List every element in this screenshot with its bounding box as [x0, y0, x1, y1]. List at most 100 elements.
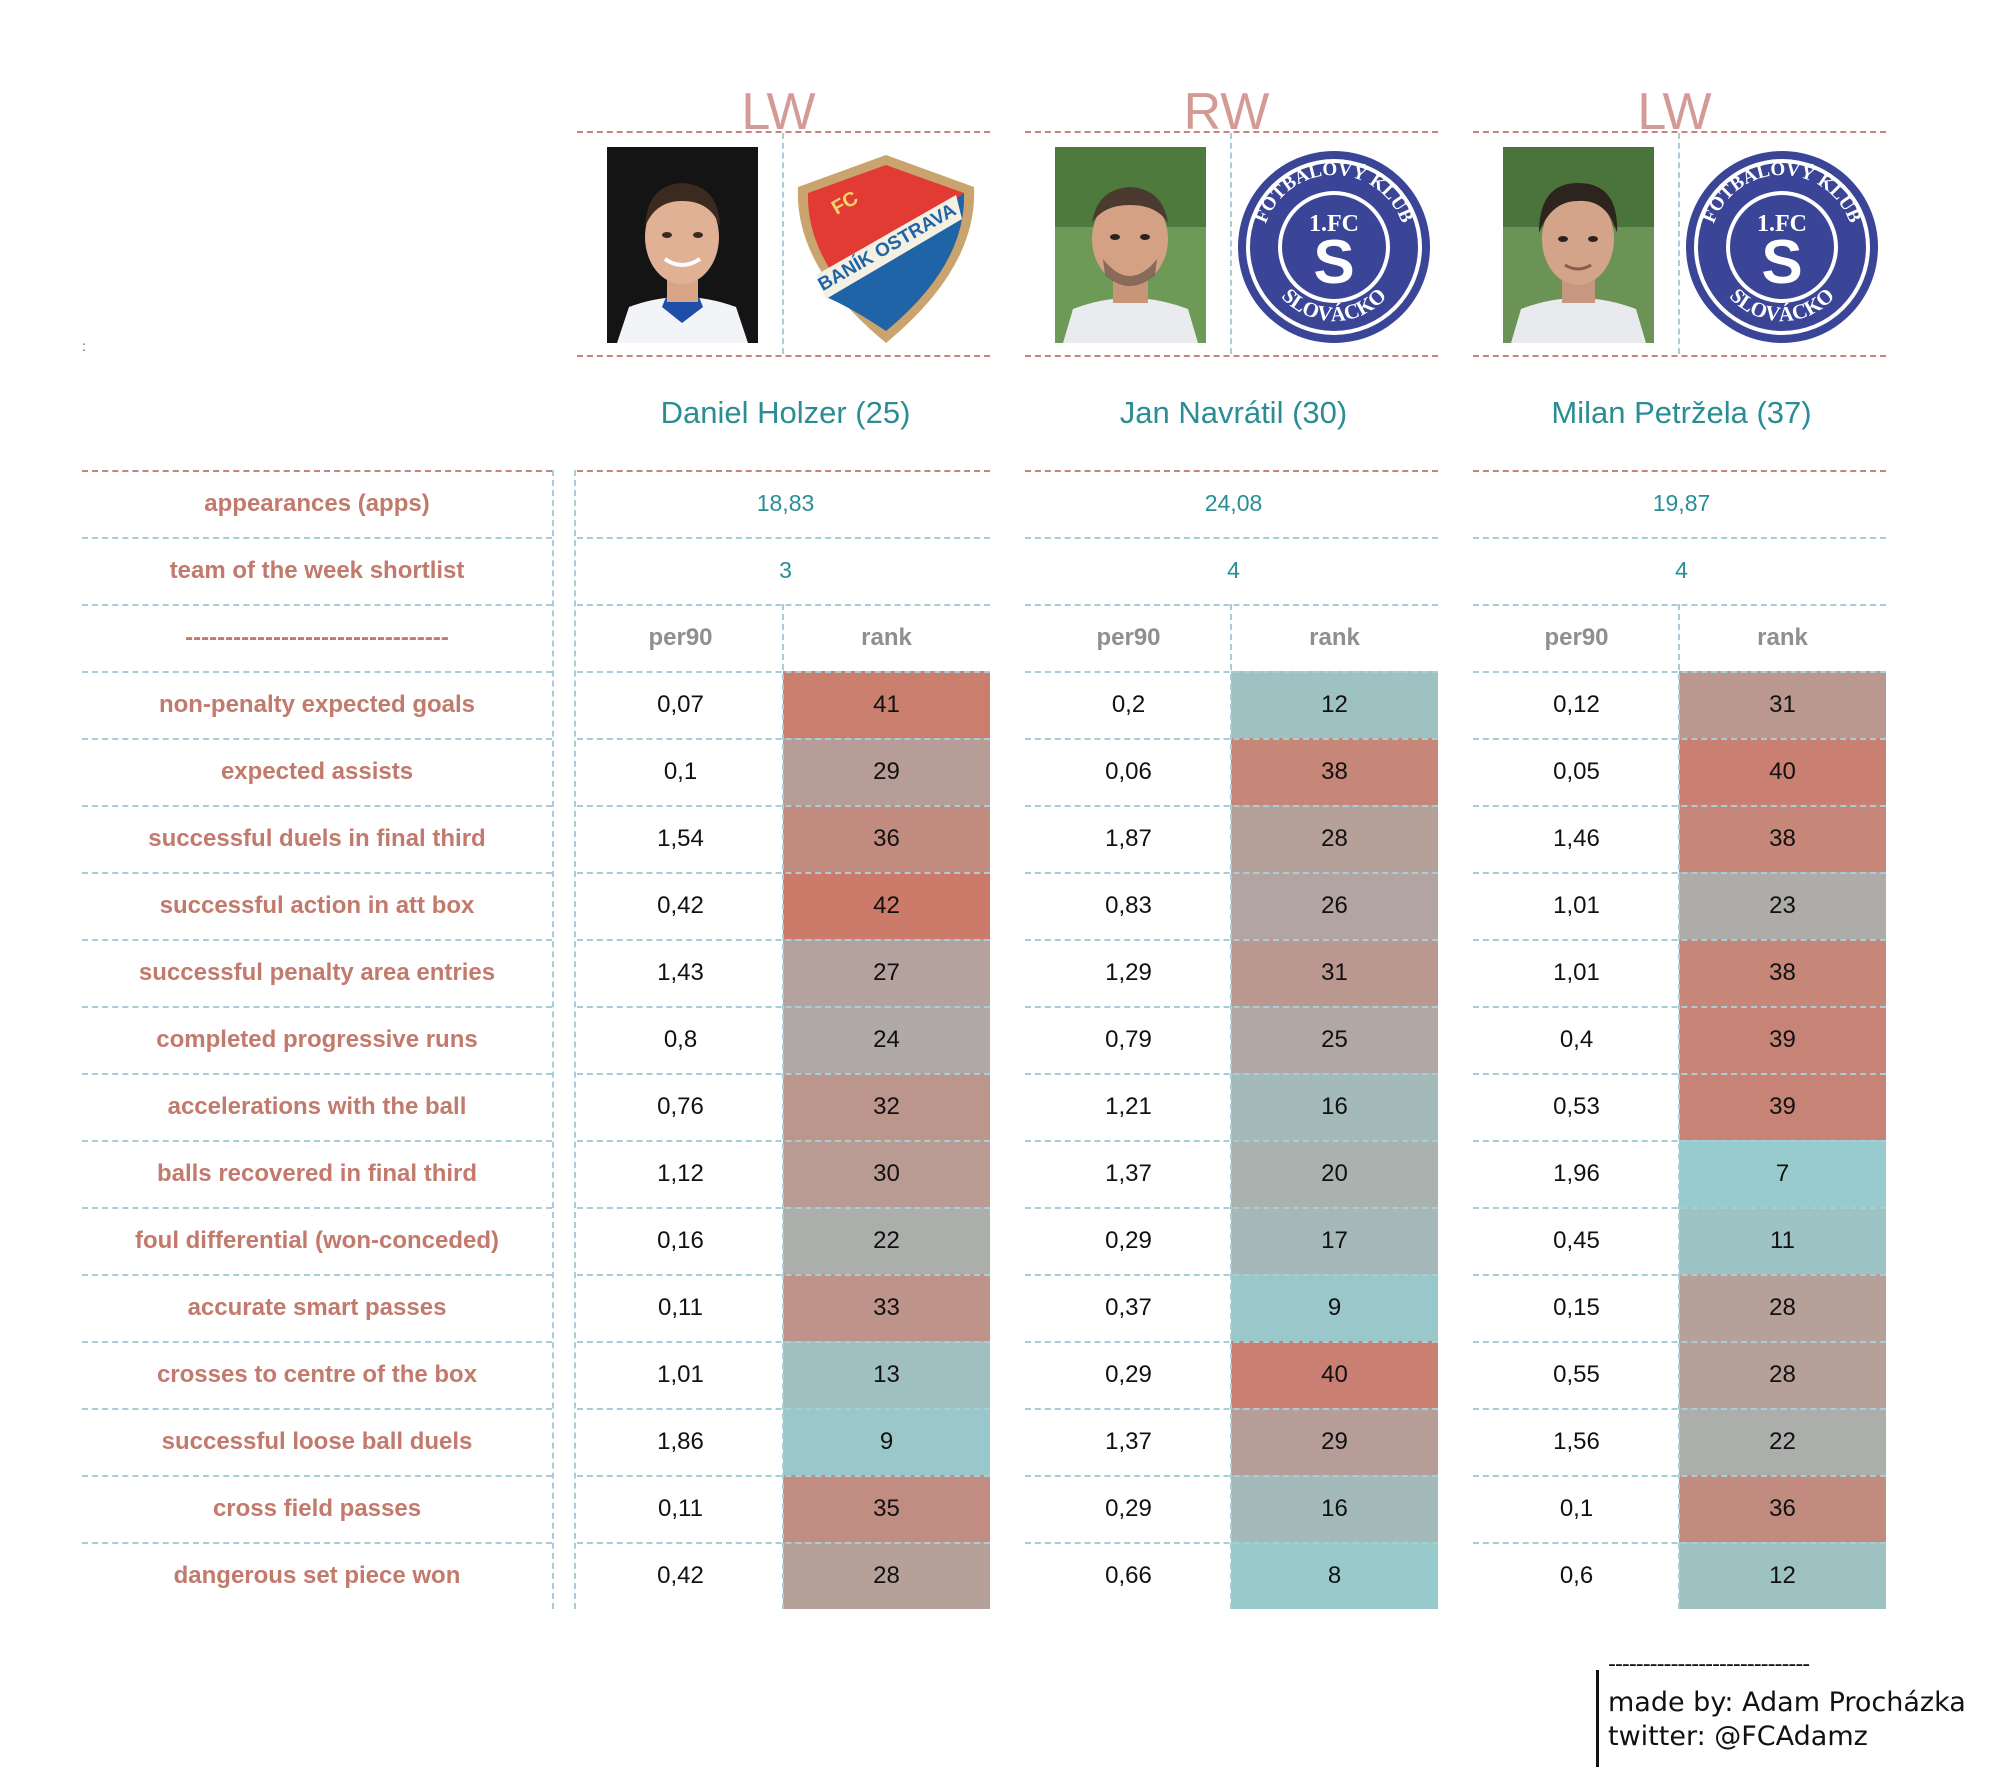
rank-value: 28 — [1321, 825, 1348, 852]
portrait-separator — [1230, 133, 1232, 354]
rank-value: 23 — [1769, 892, 1796, 919]
grid-row-line — [82, 1542, 552, 1544]
rank-heat-cell — [1231, 1274, 1438, 1341]
grid-col-line — [552, 470, 554, 1609]
rank-value: 27 — [873, 959, 900, 986]
rank-heat-cell — [783, 1408, 990, 1475]
per90-value: 0,37 — [1105, 1294, 1152, 1321]
rank-value: 39 — [1769, 1026, 1796, 1053]
rank-value: 13 — [873, 1361, 900, 1388]
per90-value: 1,43 — [657, 959, 704, 986]
rank-value: 31 — [1769, 691, 1796, 718]
rank-value: 38 — [1769, 959, 1796, 986]
grid-row-line — [82, 1140, 552, 1142]
rank-value: 29 — [1321, 1428, 1348, 1455]
header-per90: per90 — [1544, 624, 1609, 651]
grid-col-line — [782, 604, 784, 1609]
club-crest-banik-ostrava: BANÍK OSTRAVA FC — [786, 147, 986, 347]
rank-heat-cell — [1231, 1006, 1438, 1073]
metric-label: completed progressive runs — [156, 1026, 478, 1053]
grid-row-line — [1473, 470, 1886, 472]
per90-value: 0,15 — [1553, 1294, 1600, 1321]
per90-value: 0,11 — [658, 1294, 703, 1321]
grid-row-line — [577, 470, 990, 472]
rank-value: 26 — [1321, 892, 1348, 919]
rank-heat-cell — [1679, 1207, 1886, 1274]
rank-heat-cell — [1679, 1140, 1886, 1207]
rank-heat-cell — [783, 1207, 990, 1274]
rank-heat-cell — [1679, 805, 1886, 872]
rank-heat-cell — [783, 671, 990, 738]
credit-bar — [1596, 1670, 1599, 1767]
grid-row-line — [82, 1274, 552, 1276]
header-divider — [1025, 131, 1438, 133]
rank-value: 16 — [1321, 1093, 1348, 1120]
header-divider — [1473, 355, 1886, 357]
header-divider — [1025, 355, 1438, 357]
metric-label: dangerous set piece won — [173, 1562, 461, 1589]
per90-value: 0,42 — [657, 1562, 704, 1589]
crest-text: S — [1761, 228, 1802, 297]
position-label-2: RW — [1183, 83, 1270, 141]
player-name: Milan Petržela (37) — [1551, 395, 1812, 430]
rank-value: 31 — [1321, 959, 1348, 986]
grid-row-line — [82, 738, 552, 740]
crest-text: S — [1313, 228, 1354, 297]
credit-line: ----------------------------- — [1608, 1652, 1810, 1677]
rank-heat-cell — [1231, 1475, 1438, 1542]
player-name: Jan Navrátil (30) — [1119, 395, 1348, 430]
player-photo-petrzela — [1503, 147, 1654, 343]
rank-heat-cell — [1679, 1274, 1886, 1341]
rank-heat-cell — [1231, 1207, 1438, 1274]
metric-label: expected assists — [220, 758, 414, 785]
per90-value: 0,29 — [1105, 1361, 1152, 1388]
per90-value: 0,1 — [1559, 1495, 1594, 1522]
rank-value: 33 — [873, 1294, 900, 1321]
grid-col-line — [1230, 604, 1232, 1609]
rank-heat-cell — [1679, 1542, 1886, 1609]
player-name: Daniel Holzer (25) — [660, 395, 911, 430]
rank-value: 28 — [873, 1562, 900, 1589]
apps-value: 24,08 — [1204, 490, 1263, 516]
rank-heat-cell — [1231, 1140, 1438, 1207]
rank-value: 36 — [1769, 1495, 1796, 1522]
rank-heat-cell — [783, 738, 990, 805]
label-apps: appearances (apps) — [204, 490, 430, 517]
metric-label: crosses to centre of the box — [156, 1361, 478, 1388]
rank-heat-cell — [783, 1475, 990, 1542]
rank-heat-cell — [1679, 738, 1886, 805]
rank-value: 24 — [873, 1026, 900, 1053]
per90-value: 0,07 — [657, 691, 704, 718]
label-divider: --------------------------------- — [185, 624, 449, 651]
totw-value: 3 — [779, 557, 792, 583]
rank-value: 11 — [1770, 1227, 1795, 1254]
rank-heat-cell — [783, 1341, 990, 1408]
rank-value: 30 — [873, 1160, 900, 1187]
rank-value: 25 — [1321, 1026, 1348, 1053]
per90-value: 0,29 — [1105, 1495, 1152, 1522]
per90-value: 1,86 — [657, 1428, 704, 1455]
metric-label: successful action in att box — [159, 892, 475, 919]
credit-author: made by: Adam Procházka — [1608, 1687, 1966, 1718]
header-rank: rank — [1757, 624, 1808, 651]
header-divider — [577, 355, 990, 357]
stray-mark: : — [82, 338, 86, 354]
grid-row-line — [1473, 537, 1886, 539]
per90-value: 0,11 — [658, 1495, 703, 1522]
rank-value: 17 — [1321, 1227, 1348, 1254]
grid-row-line — [82, 537, 552, 539]
per90-value: 1,96 — [1553, 1160, 1600, 1187]
per90-value: 0,12 — [1553, 691, 1600, 718]
grid-row-line — [82, 872, 552, 874]
player-photo-holzer — [607, 147, 758, 343]
rank-heat-cell — [1231, 1542, 1438, 1609]
header-per90: per90 — [648, 624, 713, 651]
rank-heat-cell — [1231, 1408, 1438, 1475]
player-photo-navratil — [1055, 147, 1206, 343]
per90-value: 0,06 — [1105, 758, 1152, 785]
per90-value: 1,12 — [657, 1160, 704, 1187]
metric-label: successful loose ball duels — [161, 1428, 473, 1455]
metric-label: foul differential (won-conceded) — [135, 1227, 499, 1254]
header-rank: rank — [1309, 624, 1360, 651]
rank-heat-cell — [1679, 1073, 1886, 1140]
